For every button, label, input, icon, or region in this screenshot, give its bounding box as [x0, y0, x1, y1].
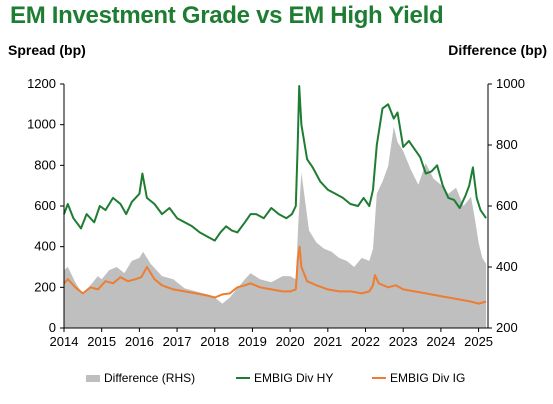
axes: 0 200 400 600 800 1000 1200 200 400 600 800 1000 201…	[27, 76, 525, 349]
legend-item-hy: EMBIG Div HY	[236, 371, 333, 385]
plot-area	[63, 85, 487, 328]
x-tick-label: 2016	[125, 334, 154, 349]
y2-tick-label: 800	[496, 137, 518, 152]
y2-tick-label: 400	[496, 259, 518, 274]
series-area-difference-rhs	[64, 126, 487, 328]
legend-item-difference: Difference (RHS)	[86, 371, 195, 385]
y-tick-label: 200	[34, 279, 56, 294]
x-tick-label: 2021	[313, 334, 342, 349]
x-tick-label: 2018	[200, 334, 229, 349]
y2-tick-label: 200	[496, 320, 518, 335]
y2-tick-label: 600	[496, 198, 518, 213]
y2-tick-label: 1000	[496, 76, 525, 91]
legend-label-hy: EMBIG Div HY	[254, 371, 334, 385]
legend-swatch-ig	[372, 377, 386, 379]
y-tick-label: 1200	[27, 76, 56, 91]
series-line-embig-div-ig	[63, 245, 487, 305]
legend-item-ig: EMBIG Div IG	[372, 371, 465, 385]
x-tick-label: 2017	[163, 334, 192, 349]
y-tick-label: 800	[34, 157, 56, 172]
legend-label-difference: Difference (RHS)	[104, 371, 196, 385]
y-tick-label: 0	[49, 320, 56, 335]
y-tick-label: 600	[34, 198, 56, 213]
x-tick-label: 2019	[238, 334, 267, 349]
legend-label-ig: EMBIG Div IG	[390, 371, 466, 385]
x-tick-label: 2023	[389, 334, 418, 349]
left-axis-title: Spread (bp)	[8, 42, 86, 58]
x-tick-label: 2025	[464, 334, 493, 349]
legend: Difference (RHS) EMBIG Div HY EMBIG Div …	[0, 371, 553, 391]
legend-swatch-difference	[86, 374, 100, 382]
series-line-embig-div-hy	[63, 85, 487, 242]
y-tick-label: 400	[34, 239, 56, 254]
x-tick-label: 2022	[351, 334, 380, 349]
x-tick-label: 2014	[50, 334, 79, 349]
legend-swatch-hy	[236, 377, 250, 379]
right-axis-title: Difference (bp)	[448, 42, 547, 58]
x-tick-label: 2015	[87, 334, 116, 349]
y-tick-label: 1000	[27, 117, 56, 132]
chart-title: EM Investment Grade vs EM High Yield	[10, 2, 444, 29]
x-tick-label: 2020	[276, 334, 305, 349]
x-tick-label: 2024	[426, 334, 455, 349]
